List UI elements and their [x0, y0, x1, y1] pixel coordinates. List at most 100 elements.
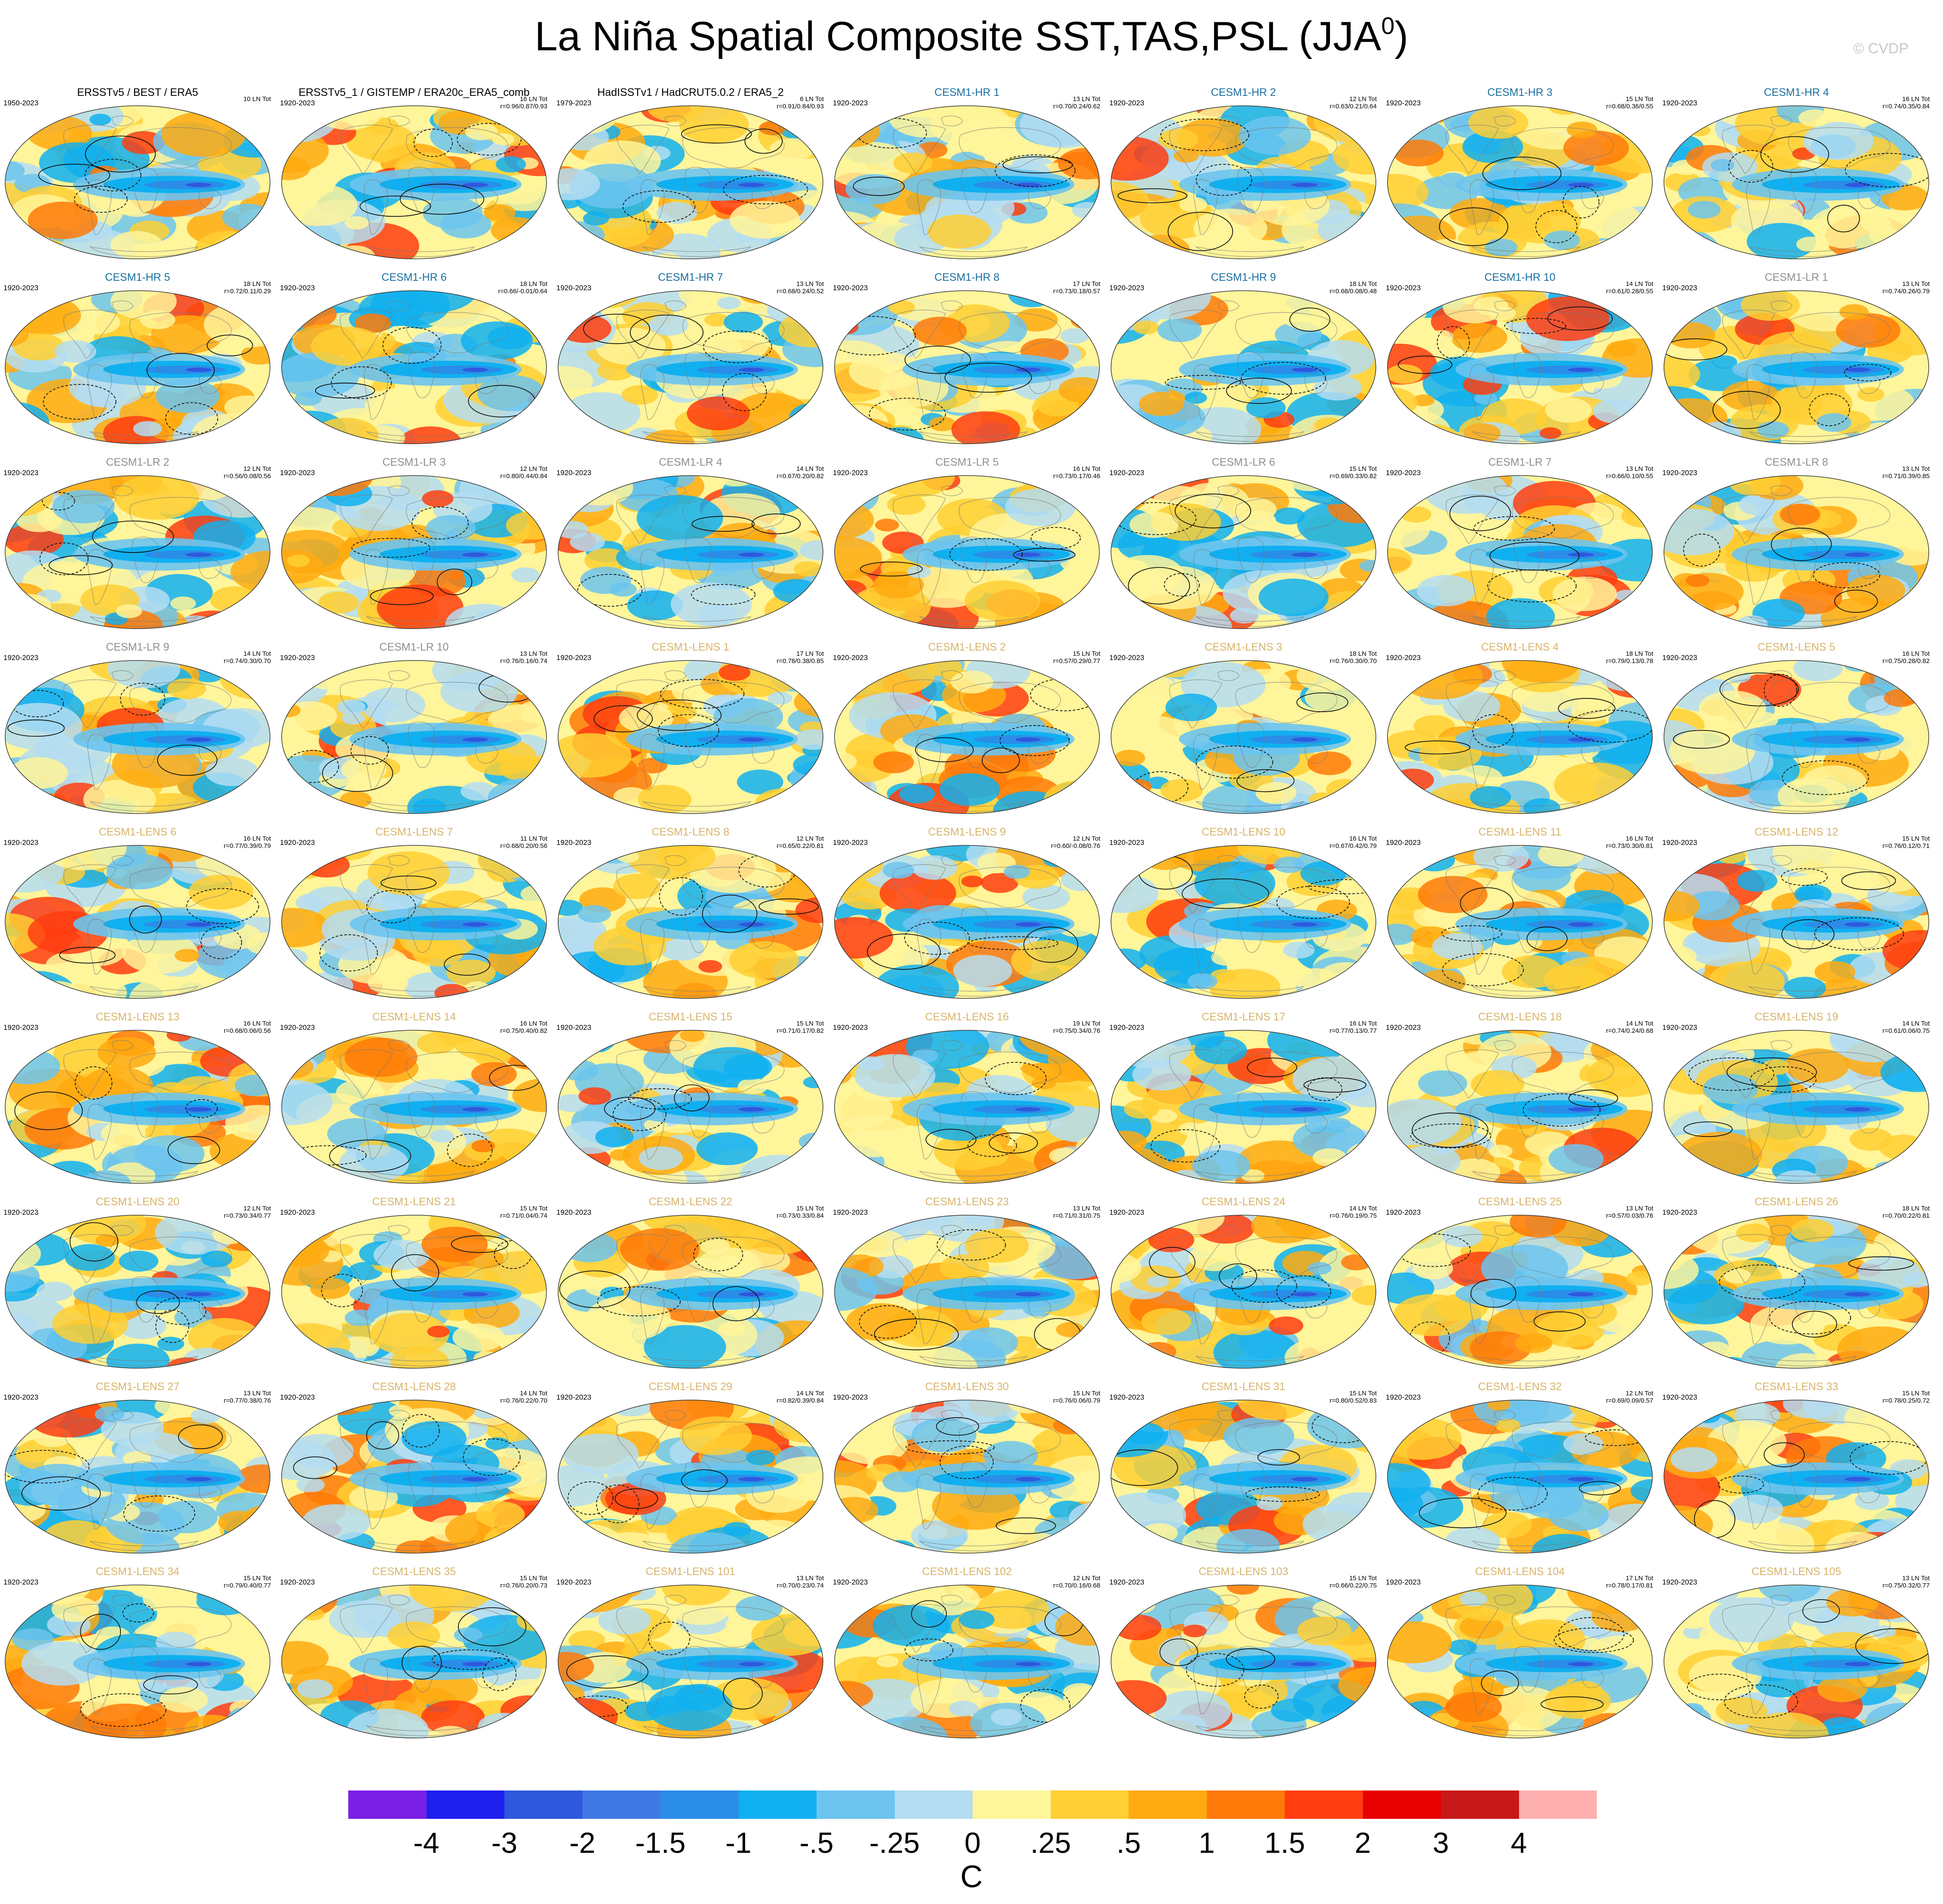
sst-tas-psl-map: [1387, 1400, 1653, 1554]
panel-title: CESM1-LENS 31: [1201, 1381, 1286, 1393]
panel-event-count: 15 LN Tot: [796, 1020, 824, 1027]
panel-grid: ERSSTv5 / BEST / ERA5 1950-2023 10 LN Tot E…: [0, 86, 1943, 1789]
sst-tas-psl-map: [1387, 475, 1653, 629]
sst-tas-psl-map: [558, 660, 823, 814]
colorbar-tick-label: 0: [964, 1827, 981, 1859]
panel-event-count: 13 LN Tot: [243, 1390, 271, 1397]
panel-event-count: 13 LN Tot: [1902, 1575, 1930, 1582]
panel-title: CESM1-LENS 4: [1481, 641, 1559, 653]
panel-years: 1920-2023: [280, 469, 315, 477]
panel-years: 1979-2023: [556, 99, 592, 107]
panel-years: 1920-2023: [833, 1578, 868, 1586]
map-panel: CESM1-HR 5 1920-2023 18 LN Tot r=0.72/0.11/…: [0, 271, 275, 447]
panel-title: CESM1-LENS 7: [375, 826, 453, 838]
sst-tas-psl-map: [1111, 105, 1376, 259]
map-panel: ERSSTv5_1 / GISTEMP / ERA20c_ERA5_comb 19…: [276, 86, 552, 262]
panel-event-count: 10 LN Tot: [243, 95, 271, 103]
sst-tas-psl-map: [5, 1400, 270, 1554]
panel-title: CESM1-LENS 25: [1478, 1196, 1562, 1208]
panel-title: CESM1-HR 2: [1211, 86, 1276, 98]
panel-pattern-correlation: r=0.74/0.35/0.84: [1882, 103, 1930, 110]
panel-pattern-correlation: r=0.74/0.30/0.70: [224, 657, 271, 665]
sst-tas-psl-map: [1387, 845, 1653, 999]
sst-tas-psl-map: [1111, 1215, 1376, 1369]
panel-event-count: 15 LN Tot: [1902, 1390, 1930, 1397]
colorbar-tick-label: 2: [1354, 1827, 1371, 1859]
panel-years: 1920-2023: [1662, 284, 1697, 292]
panel-years: 1920-2023: [3, 654, 39, 662]
panel-title: CESM1-LENS 101: [645, 1566, 736, 1578]
sst-tas-psl-map: [834, 1030, 1100, 1184]
map-panel: ERSSTv5 / BEST / ERA5 1950-2023 10 LN Tot: [0, 86, 275, 262]
colorbar-swatch: [1519, 1790, 1597, 1819]
colorbar-tick-label: 1: [1198, 1827, 1215, 1859]
colorbar-tick-label: -3: [491, 1827, 518, 1859]
panel-pattern-correlation: r=0.73/0.34/0.77: [224, 1212, 271, 1219]
panel-years: 1920-2023: [1386, 1393, 1421, 1401]
title-main: La Niña Spatial Composite SST,TAS,PSL (J…: [534, 13, 1381, 59]
panel-title: CESM1-LENS 103: [1198, 1566, 1289, 1578]
panel-title: CESM1-LENS 104: [1475, 1566, 1565, 1578]
panel-event-count: 13 LN Tot: [1073, 95, 1100, 103]
panel-event-count: 12 LN Tot: [520, 465, 547, 473]
panel-years: 1920-2023: [280, 284, 315, 292]
map-panel: CESM1-HR 1 1920-2023 13 LN Tot r=0.70/0.24/…: [829, 86, 1105, 262]
sst-tas-psl-map: [1111, 1585, 1376, 1738]
sst-tas-psl-map: [834, 845, 1100, 999]
sst-tas-psl-map: [5, 1215, 270, 1369]
panel-years: 1920-2023: [1109, 1023, 1145, 1032]
colorbar-swatch: [426, 1790, 504, 1819]
map-panel: CESM1-LENS 2 1920-2023 15 LN Tot r=0.57/0.2…: [829, 641, 1105, 817]
sst-tas-psl-map: [1111, 660, 1376, 814]
map-panel: CESM1-HR 8 1920-2023 17 LN Tot r=0.73/0.18/…: [829, 271, 1105, 447]
map-panel: CESM1-LENS 3 1920-2023 18 LN Tot r=0.76/0.3…: [1106, 641, 1381, 817]
panel-pattern-correlation: r=0.78/0.25/0.72: [1882, 1397, 1930, 1404]
panel-years: 1920-2023: [1386, 1578, 1421, 1586]
panel-years: 1920-2023: [833, 1208, 868, 1216]
panel-title: CESM1-LENS 29: [648, 1381, 733, 1393]
panel-pattern-correlation: r=0.56/0.08/0.56: [224, 473, 271, 480]
panel-title: CESM1-LENS 27: [95, 1381, 180, 1393]
panel-years: 1920-2023: [556, 469, 592, 477]
map-panel: CESM1-LENS 31 1920-2023 15 LN Tot r=0.80/0.…: [1106, 1380, 1381, 1557]
panel-years: 1920-2023: [1109, 654, 1145, 662]
sst-tas-psl-map: [5, 845, 270, 999]
panel-pattern-correlation: r=0.76/0.06/0.79: [1053, 1397, 1100, 1404]
panel-years: 1920-2023: [556, 1208, 592, 1216]
map-panel: CESM1-LENS 22 1920-2023 15 LN Tot r=0.73/0.…: [553, 1195, 828, 1372]
sst-tas-psl-map: [281, 660, 547, 814]
sst-tas-psl-map: [5, 660, 270, 814]
sst-tas-psl-map: [1111, 290, 1376, 444]
panel-event-count: 19 LN Tot: [1073, 1020, 1100, 1027]
panel-title: CESM1-LR 8: [1765, 456, 1828, 468]
panel-title: CESM1-LENS 2: [928, 641, 1006, 653]
map-panel: CESM1-LENS 13 1920-2023 16 LN Tot r=0.68/0.…: [0, 1010, 275, 1187]
sst-tas-psl-map: [558, 1400, 823, 1554]
panel-pattern-correlation: r=0.76/0.12/0.71: [1882, 842, 1930, 850]
panel-years: 1920-2023: [1662, 1208, 1697, 1216]
colorbar-swatch: [1206, 1790, 1285, 1819]
panel-years: 1920-2023: [280, 1208, 315, 1216]
map-panel: CESM1-LENS 4 1920-2023 18 LN Tot r=0.79/0.1…: [1382, 641, 1658, 817]
map-panel: CESM1-LENS 25 1920-2023 13 LN Tot r=0.57/0.…: [1382, 1195, 1658, 1372]
sst-tas-psl-map: [1387, 105, 1653, 259]
panel-years: 1920-2023: [833, 1393, 868, 1401]
panel-pattern-correlation: r=0.69/0.09/0.57: [1606, 1397, 1653, 1404]
panel-pattern-correlation: r=0.74/0.26/0.79: [1882, 288, 1930, 295]
panel-title: CESM1-LENS 13: [95, 1011, 180, 1023]
panel-years: 1920-2023: [280, 1578, 315, 1586]
panel-pattern-correlation: r=0.69/0.33/0.82: [1329, 473, 1377, 480]
panel-event-count: 14 LN Tot: [1626, 1020, 1653, 1027]
panel-title: CESM1-HR 9: [1211, 271, 1276, 283]
sst-tas-psl-map: [1111, 845, 1376, 999]
panel-years: 1920-2023: [1662, 469, 1697, 477]
sst-tas-psl-map: [1664, 660, 1929, 814]
map-panel: CESM1-LENS 1 1920-2023 17 LN Tot r=0.78/0.3…: [553, 641, 828, 817]
panel-event-count: 18 LN Tot: [1902, 1205, 1930, 1212]
colorbar-swatch: [1363, 1790, 1441, 1819]
colorbar-tick-label: 4: [1510, 1827, 1527, 1859]
panel-years: 1920-2023: [3, 1578, 39, 1586]
sst-tas-psl-map: [1664, 1030, 1929, 1184]
panel-pattern-correlation: r=0.75/0.32/0.77: [1882, 1582, 1930, 1589]
colorbar-swatch: [738, 1790, 816, 1819]
